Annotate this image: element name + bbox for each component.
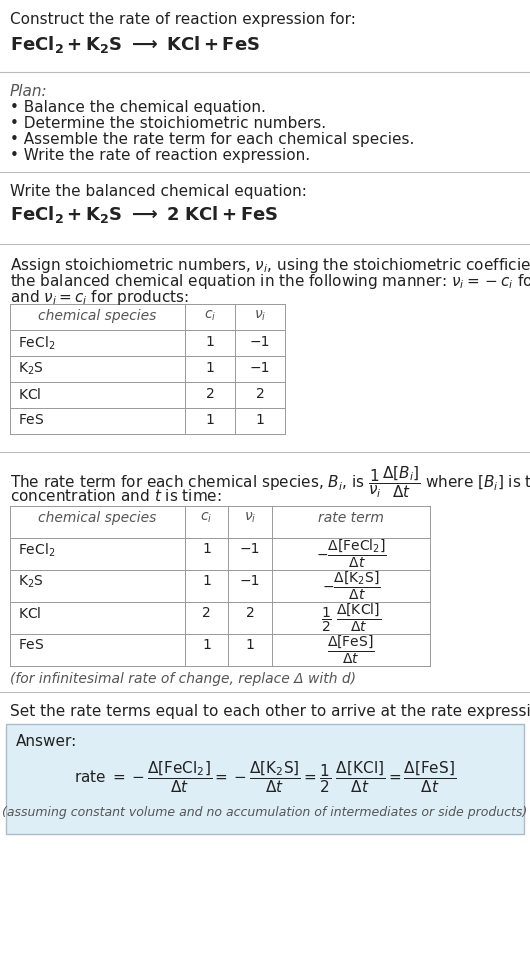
Text: 1: 1 — [202, 542, 211, 556]
Text: $\mathrm{FeCl_2}$: $\mathrm{FeCl_2}$ — [18, 335, 56, 353]
Text: (for infinitesimal rate of change, replace Δ with d): (for infinitesimal rate of change, repla… — [10, 672, 356, 686]
Text: (assuming constant volume and no accumulation of intermediates or side products): (assuming constant volume and no accumul… — [2, 806, 528, 819]
Text: concentration and $t$ is time:: concentration and $t$ is time: — [10, 488, 222, 504]
Text: $\dfrac{\Delta[\mathrm{FeS}]}{\Delta t}$: $\dfrac{\Delta[\mathrm{FeS}]}{\Delta t}$ — [327, 634, 375, 666]
Text: 2: 2 — [206, 387, 214, 401]
Text: 2: 2 — [202, 606, 211, 620]
Text: $\nu_i$: $\nu_i$ — [254, 309, 266, 323]
Text: $\mathrm{FeCl_2}$: $\mathrm{FeCl_2}$ — [18, 542, 56, 559]
Text: • Assemble the rate term for each chemical species.: • Assemble the rate term for each chemic… — [10, 132, 414, 147]
Text: $\mathbf{FeCl_2 + K_2S\ \longrightarrow\ KCl + FeS}$: $\mathbf{FeCl_2 + K_2S\ \longrightarrow\… — [10, 34, 260, 55]
Text: 1: 1 — [206, 335, 215, 349]
Text: Plan:: Plan: — [10, 84, 48, 99]
FancyBboxPatch shape — [6, 724, 524, 834]
Text: Construct the rate of reaction expression for:: Construct the rate of reaction expressio… — [10, 12, 356, 27]
Text: −1: −1 — [250, 335, 270, 349]
Text: $c_i$: $c_i$ — [204, 309, 216, 323]
Text: −1: −1 — [240, 574, 260, 588]
Text: Set the rate terms equal to each other to arrive at the rate expression:: Set the rate terms equal to each other t… — [10, 704, 530, 719]
Text: the balanced chemical equation in the following manner: $\nu_i = -c_i$ for react: the balanced chemical equation in the fo… — [10, 272, 530, 291]
Text: Write the balanced chemical equation:: Write the balanced chemical equation: — [10, 184, 307, 199]
Text: and $\nu_i = c_i$ for products:: and $\nu_i = c_i$ for products: — [10, 288, 189, 307]
Text: $\mathrm{KCl}$: $\mathrm{KCl}$ — [18, 387, 41, 402]
Text: chemical species: chemical species — [38, 309, 157, 323]
Text: 1: 1 — [255, 413, 264, 427]
Text: 1: 1 — [206, 361, 215, 375]
Text: 2: 2 — [245, 606, 254, 620]
Text: Answer:: Answer: — [16, 734, 77, 749]
Text: • Write the rate of reaction expression.: • Write the rate of reaction expression. — [10, 148, 310, 163]
Text: rate $= -\dfrac{\Delta[\mathrm{FeCl_2}]}{\Delta t}= -\dfrac{\Delta[\mathrm{K_2S}: rate $= -\dfrac{\Delta[\mathrm{FeCl_2}]}… — [74, 759, 456, 795]
Text: 1: 1 — [206, 413, 215, 427]
Text: $\mathrm{K_2S}$: $\mathrm{K_2S}$ — [18, 361, 44, 377]
Text: $\mathbf{FeCl_2 + K_2S\ \longrightarrow\ 2\ KCl + FeS}$: $\mathbf{FeCl_2 + K_2S\ \longrightarrow\… — [10, 204, 278, 225]
Text: rate term: rate term — [318, 511, 384, 525]
Text: The rate term for each chemical species, $B_i$, is $\dfrac{1}{\nu_i}\dfrac{\Delt: The rate term for each chemical species,… — [10, 464, 530, 500]
Text: $-\dfrac{\Delta[\mathrm{FeCl_2}]}{\Delta t}$: $-\dfrac{\Delta[\mathrm{FeCl_2}]}{\Delta… — [316, 538, 386, 570]
Text: $-\dfrac{\Delta[\mathrm{K_2S}]}{\Delta t}$: $-\dfrac{\Delta[\mathrm{K_2S}]}{\Delta t… — [322, 570, 381, 602]
Text: $\nu_i$: $\nu_i$ — [244, 511, 256, 525]
Text: 2: 2 — [255, 387, 264, 401]
Text: −1: −1 — [250, 361, 270, 375]
Text: $\mathrm{FeS}$: $\mathrm{FeS}$ — [18, 638, 45, 652]
Text: 1: 1 — [202, 638, 211, 652]
Text: $c_i$: $c_i$ — [200, 511, 213, 525]
Text: • Balance the chemical equation.: • Balance the chemical equation. — [10, 100, 266, 115]
Text: • Determine the stoichiometric numbers.: • Determine the stoichiometric numbers. — [10, 116, 326, 131]
Text: 1: 1 — [245, 638, 254, 652]
Text: $\mathrm{K_2S}$: $\mathrm{K_2S}$ — [18, 574, 44, 590]
Text: Assign stoichiometric numbers, $\nu_i$, using the stoichiometric coefficients, $: Assign stoichiometric numbers, $\nu_i$, … — [10, 256, 530, 275]
Text: $\dfrac{1}{2}\ \dfrac{\Delta[\mathrm{KCl}]}{\Delta t}$: $\dfrac{1}{2}\ \dfrac{\Delta[\mathrm{KCl… — [321, 602, 381, 634]
Text: 1: 1 — [202, 574, 211, 588]
Text: $\mathrm{KCl}$: $\mathrm{KCl}$ — [18, 606, 41, 621]
Text: −1: −1 — [240, 542, 260, 556]
Text: chemical species: chemical species — [38, 511, 157, 525]
Text: $\mathrm{FeS}$: $\mathrm{FeS}$ — [18, 413, 45, 427]
